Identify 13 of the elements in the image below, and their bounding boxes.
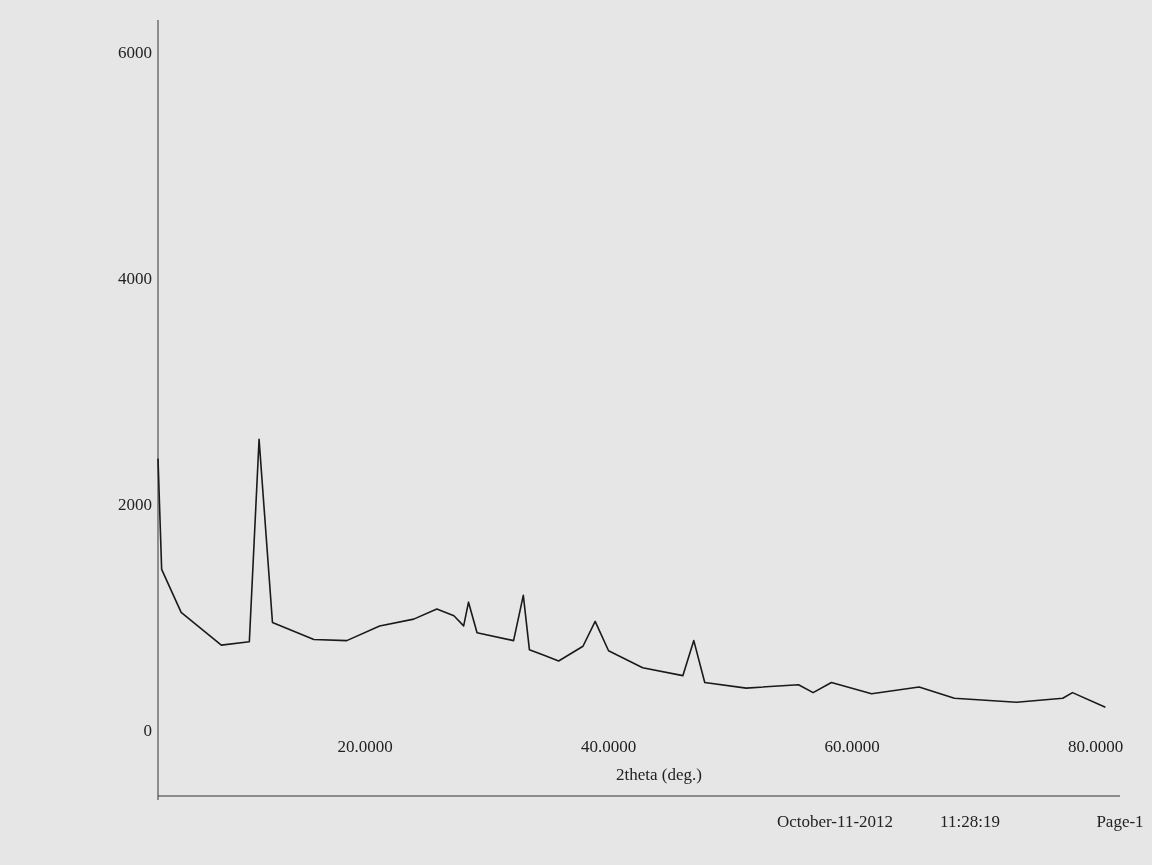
x-tick-label: 40.0000: [580, 737, 637, 756]
line-series: [157, 438, 1107, 709]
text: Page-1: [1096, 812, 1144, 831]
y-tick-label: 0: [143, 721, 152, 741]
x-tick-label: 80.0000: [1068, 737, 1124, 756]
x-tick-label: 60.0000: [824, 737, 880, 756]
y-tick-label: 6000: [118, 42, 152, 62]
y-tick-label: 4000: [118, 268, 152, 288]
x-tick-label: 20.0000: [337, 737, 393, 756]
text: October-11-2012: [776, 812, 894, 831]
y-tick-label: 2000: [118, 494, 152, 514]
text: 11:28:19: [940, 812, 1000, 831]
x-axis-title: 2theta (deg.): [616, 765, 702, 784]
